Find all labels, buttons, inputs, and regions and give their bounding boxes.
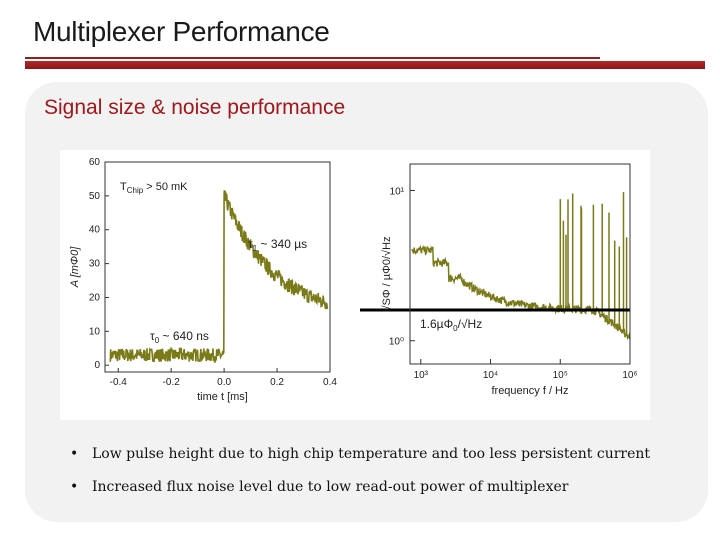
bullet-dot-icon: • (70, 446, 79, 462)
temperature-annotation: TChip > 50 mK (120, 181, 188, 195)
pulse-chart: -0.4 -0.2 0.0 0.2 0.4 0 10 20 30 40 50 60 time t [m… (69, 157, 337, 403)
y-tick-label: 30 (89, 259, 101, 270)
noise-chart-xlabel: frequency f / Hz (491, 385, 568, 397)
noise-level-label: 1.6µΦ0/√Hz (420, 317, 482, 333)
pulse-trace-line (109, 190, 329, 363)
tau0-annotation: τ0 ~ 640 ns (150, 329, 209, 345)
bullet-item: • Low pulse height due to high chip tempe… (70, 446, 710, 462)
bullet-text: Low pulse height due to high chip temper… (92, 446, 651, 462)
noise-chart-ticks: 10³ 10⁴ 10⁵ 10⁶ 10⁰ 10¹ (389, 186, 638, 381)
y-tick-label: 50 (89, 191, 101, 202)
x-tick-label: 0.2 (270, 377, 284, 388)
noise-chart-frame (409, 163, 631, 365)
title-underline-thin (25, 57, 600, 59)
y-tick-label: 20 (89, 292, 101, 303)
bullet-text: Increased flux noise level due to low re… (92, 479, 569, 495)
x-tick-label: 0.4 (323, 377, 337, 388)
x-tick-label: 10⁴ (483, 370, 498, 381)
pulse-chart-ticks: -0.4 -0.2 0.0 0.2 0.4 0 10 20 30 40 50 60 (89, 157, 338, 388)
bullet-item: • Increased flux noise level due to low r… (70, 479, 710, 495)
bullet-list: • Low pulse height due to high chip tempe… (70, 446, 710, 512)
title-underline-thick (25, 61, 705, 69)
figure-svg: -0.4 -0.2 0.0 0.2 0.4 0 10 20 30 40 50 60 time t [m… (69, 157, 638, 403)
y-tick-label: 10 (89, 326, 101, 337)
x-tick-label: -0.2 (163, 377, 181, 388)
y-tick-label: 40 (89, 225, 101, 236)
title-underline (25, 57, 705, 69)
y-tick-label: 0 (94, 360, 100, 371)
pulse-chart-trace (109, 190, 329, 363)
section-subtitle: Signal size & noise performance (44, 96, 346, 119)
x-tick-label: 0.0 (217, 377, 231, 388)
y-tick-label: 10⁰ (389, 337, 404, 348)
figure-area: -0.4 -0.2 0.0 0.2 0.4 0 10 20 30 40 50 60 time t [m… (60, 150, 650, 420)
noise-spectrum-chart: 10³ 10⁴ 10⁵ 10⁶ 10⁰ 10¹ frequency f / Hz √SΦ … (360, 163, 638, 397)
tau1-annotation: τ1 ~ 340 µs (248, 237, 307, 253)
x-tick-label: 10³ (414, 370, 429, 381)
bullet-dot-icon: • (70, 479, 79, 495)
pulse-chart-frame (104, 161, 331, 373)
x-tick-label: 10⁶ (622, 370, 637, 381)
noise-chart-ylabel: √SΦ / µΦ0/√Hz (381, 236, 393, 311)
pulse-chart-ylabel: A [mΦ0] (69, 246, 81, 289)
x-tick-label: 10⁵ (553, 370, 568, 381)
pulse-chart-xlabel: time t [ms] (197, 391, 248, 403)
y-tick-label: 60 (89, 157, 101, 168)
x-tick-label: -0.4 (110, 377, 128, 388)
slide-title: Multiplexer Performance (33, 16, 330, 47)
y-tick-label: 10¹ (390, 186, 405, 197)
